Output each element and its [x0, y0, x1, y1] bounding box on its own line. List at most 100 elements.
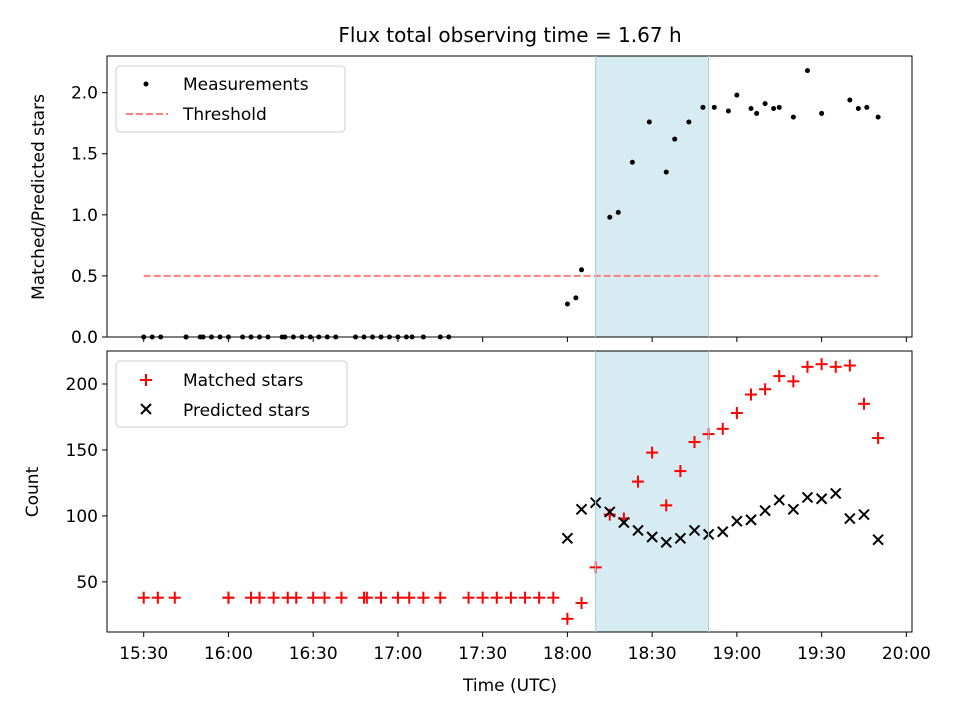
y-tick-label: 200: [66, 375, 98, 395]
matched-stars-point: [632, 475, 645, 488]
matched-stars-point: [716, 422, 729, 435]
predicted-stars-point: [717, 526, 729, 538]
measurement-point: [875, 114, 881, 120]
matched-stars-point: [151, 591, 164, 604]
y-tick-label: 2.0: [71, 84, 98, 104]
measurement-point: [748, 106, 754, 112]
predicted-stars-point: [801, 491, 814, 504]
top-legend-box: [115, 65, 346, 133]
bottom-y-axis-label: Count: [23, 466, 43, 517]
top-legend: Measurements Threshold: [115, 65, 346, 133]
bottom-legend: Matched stars Predicted stars: [115, 360, 348, 428]
matched-stars-point: [504, 591, 517, 604]
matched-stars-point: [759, 383, 772, 396]
y-tick-label: 1.5: [71, 145, 98, 165]
measurement-point: [629, 159, 635, 165]
measurement-point: [804, 68, 810, 74]
x-tick-label: 16:30: [289, 644, 338, 664]
top-y-ticks: 0.0 0.5 1.0 1.5 2.0: [71, 84, 107, 348]
matched-stars-point: [730, 407, 743, 420]
measurement-point: [573, 295, 579, 301]
matched-stars-point: [575, 596, 588, 609]
x-tick-label: 17:30: [458, 644, 507, 664]
y-tick-label: 100: [66, 507, 98, 527]
matched-stars-point: [391, 591, 404, 604]
top-shaded-window: [595, 56, 709, 337]
predicted-stars-point: [618, 516, 630, 529]
x-tick-label: 20:00: [882, 644, 931, 664]
predicted-stars-point: [773, 494, 785, 506]
measurement-point: [754, 110, 760, 116]
matched-stars-point: [843, 359, 856, 372]
x-tick-label: 19:00: [712, 644, 761, 664]
x-tick-label: 18:30: [628, 644, 677, 664]
y-tick-label: 50: [76, 573, 98, 593]
matched-stars-point: [137, 591, 150, 604]
x-tick-label: 18:00: [543, 644, 592, 664]
predicted-stars-point: [632, 524, 644, 537]
bottom-legend-plus-marker: [140, 374, 152, 386]
measurement-point: [615, 209, 621, 215]
predicted-stars-point: [872, 533, 884, 546]
matched-stars-point: [519, 591, 532, 604]
matched-stars-point: [787, 375, 800, 388]
matched-stars-point: [872, 432, 885, 445]
predicted-stars-point: [674, 532, 687, 545]
matched-stars-point: [307, 591, 320, 604]
matched-stars-point: [801, 360, 814, 373]
measurement-point: [734, 92, 740, 98]
matched-stars-point: [561, 612, 574, 625]
matched-stars-point: [773, 370, 786, 383]
matched-stars-point: [318, 591, 331, 604]
measurement-point: [700, 104, 706, 110]
predicted-stars-point: [745, 514, 757, 526]
x-axis-label: Time (UTC): [462, 676, 557, 696]
top-y-axis-label: Matched/Predicted stars: [29, 94, 49, 300]
measurement-point: [646, 119, 652, 125]
measurement-point: [564, 301, 570, 307]
bottom-axes-frame: [106, 350, 913, 633]
measurement-point: [711, 104, 717, 110]
predicted-stars-point: [660, 536, 672, 548]
top-chart-title: Flux total observing time = 1.67 h: [338, 23, 681, 47]
measurement-point: [579, 267, 585, 273]
measurement-point: [762, 101, 768, 107]
measurement-point: [607, 214, 613, 220]
matched-stars-point: [829, 360, 842, 373]
measurement-point: [672, 136, 678, 142]
matched-stars-point: [267, 591, 280, 604]
predicted-stars-point: [604, 506, 616, 518]
y-tick-label: 1.0: [71, 206, 98, 226]
x-tick-label: 19:30: [797, 644, 846, 664]
matched-stars-point: [374, 591, 387, 604]
measurement-point: [686, 119, 692, 125]
matched-stars-point: [476, 591, 489, 604]
matched-stars-point: [674, 465, 687, 478]
top-x-ticks: [143, 337, 907, 342]
measurement-point: [819, 110, 825, 116]
matched-stars-point: [403, 591, 416, 604]
matched-stars-point: [815, 358, 828, 371]
matched-stars-point: [533, 591, 546, 604]
matched-stars-point: [253, 591, 266, 604]
matched-stars-point: [646, 446, 659, 459]
predicted-stars-point: [787, 503, 800, 516]
predicted-stars-point: [646, 531, 658, 543]
bottom-y-ticks: 50 100 150 200: [66, 375, 107, 593]
bottom-legend-x-marker: [140, 403, 152, 415]
measurement-point: [771, 106, 777, 112]
measurement-point: [725, 108, 731, 114]
predicted-stars-point: [688, 524, 701, 537]
matched-stars-point: [490, 591, 503, 604]
predicted-stars-point: [561, 532, 574, 545]
measurement-point: [864, 104, 870, 110]
bottom-shaded-window: [595, 351, 709, 632]
bottom-legend-box: [115, 360, 348, 428]
predicted-stars-point: [830, 487, 842, 500]
y-tick-label: 0.0: [71, 328, 98, 348]
top-legend-threshold: Threshold: [182, 105, 267, 125]
measurement-point: [855, 106, 861, 112]
bottom-legend-matched: Matched stars: [183, 371, 303, 391]
matched-stars-point: [360, 591, 373, 604]
